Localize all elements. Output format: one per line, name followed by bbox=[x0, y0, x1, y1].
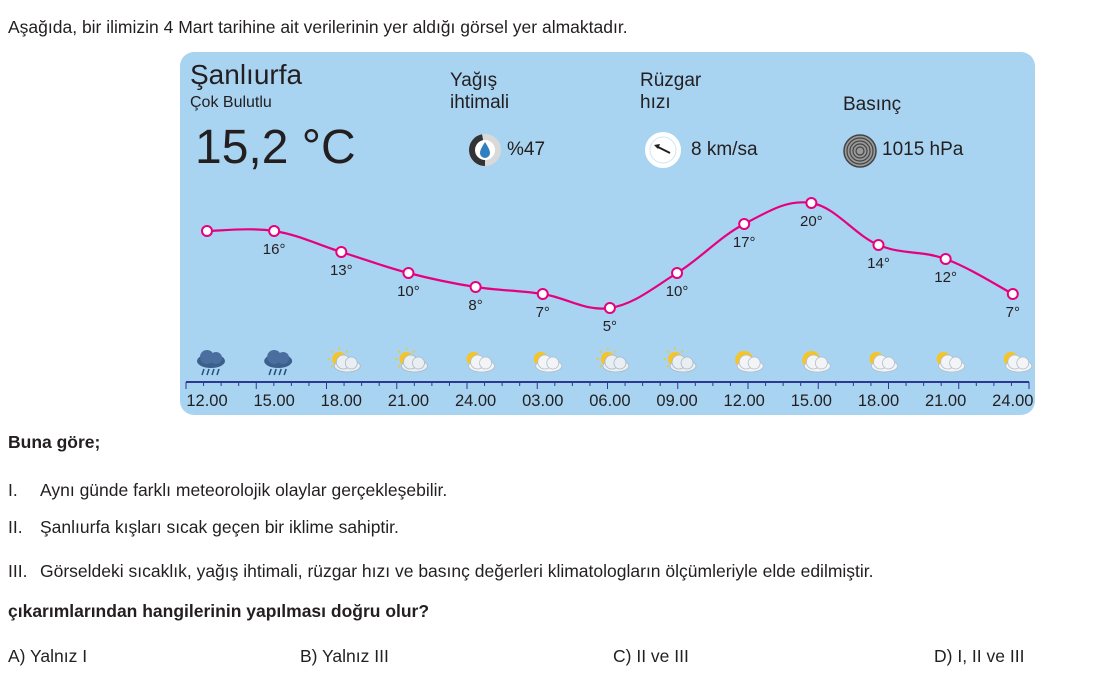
data-point bbox=[939, 253, 952, 265]
x-tick-label: 15.00 bbox=[791, 392, 832, 410]
data-label: 12° bbox=[934, 269, 957, 286]
pressure-label: Basınç bbox=[843, 94, 902, 115]
question-prompt: çıkarımlarından hangilerinin yapılması d… bbox=[8, 601, 430, 621]
data-point bbox=[402, 267, 415, 279]
partly-cloudy-icon bbox=[663, 347, 697, 373]
data-label: 5° bbox=[603, 318, 617, 335]
data-point bbox=[1006, 288, 1019, 300]
data-label: 20° bbox=[800, 213, 823, 230]
partly-cloudy-icon bbox=[596, 347, 630, 373]
data-point bbox=[536, 288, 549, 300]
option-b[interactable]: B) Yalnız III bbox=[300, 646, 389, 666]
data-label: 10° bbox=[666, 283, 689, 300]
question-lead: Buna göre; bbox=[8, 432, 101, 452]
x-tick-label: 18.00 bbox=[858, 392, 899, 410]
x-tick-label: 12.00 bbox=[724, 392, 765, 410]
wind-compass-icon bbox=[645, 132, 681, 168]
option-c[interactable]: C) II ve III bbox=[613, 646, 689, 666]
x-tick-label: 03.00 bbox=[522, 392, 563, 410]
x-tick-label: 24.00 bbox=[992, 392, 1033, 410]
sunny-cloud-icon bbox=[802, 351, 831, 373]
data-point bbox=[805, 197, 818, 209]
data-point bbox=[335, 246, 348, 258]
data-label: 10° bbox=[397, 283, 420, 300]
partly-sunny-icon bbox=[1003, 352, 1033, 373]
statement-3: III. Görseldeki sıcaklık, yağış ihtimali,… bbox=[8, 561, 874, 581]
data-label: 14° bbox=[867, 255, 890, 272]
city-name: Şanlıurfa bbox=[190, 59, 303, 90]
x-tick-label: 18.00 bbox=[321, 392, 362, 410]
data-point bbox=[268, 225, 281, 237]
data-label: 8° bbox=[468, 297, 482, 314]
data-label: 16° bbox=[263, 241, 286, 258]
statement-1: I. Aynı günde farklı meteorolojik olaylar… bbox=[8, 480, 448, 500]
partly-cloudy-icon bbox=[394, 347, 428, 373]
wind-value: 8 km/sa bbox=[691, 139, 758, 160]
partly-sunny-icon bbox=[466, 352, 496, 373]
temperature-line bbox=[206, 201, 1014, 310]
data-label: 13° bbox=[330, 262, 353, 279]
x-tick-label: 12.00 bbox=[186, 392, 227, 410]
weather-card: Şanlıurfa Çok Bulutlu 15,2 °C Yağış ihtim… bbox=[180, 52, 1035, 415]
x-tick-label: 21.00 bbox=[388, 392, 429, 410]
rain-cloud-icon bbox=[197, 350, 225, 376]
precip-label: Yağış ihtimali bbox=[450, 70, 510, 113]
x-tick-label: 06.00 bbox=[589, 392, 630, 410]
x-tick-label: 09.00 bbox=[656, 392, 697, 410]
data-point bbox=[671, 267, 684, 279]
data-label: 7° bbox=[1006, 304, 1020, 321]
wind-label: Rüzgar hızı bbox=[640, 70, 702, 113]
partly-sunny-icon bbox=[869, 352, 898, 373]
option-d[interactable]: D) I, II ve III bbox=[934, 646, 1025, 666]
intro-text: Aşağıda, bir ilimizin 4 Mart tarihine ai… bbox=[8, 17, 628, 37]
weather-condition: Çok Bulutlu bbox=[190, 94, 272, 111]
x-tick-label: 21.00 bbox=[925, 392, 966, 410]
data-point bbox=[603, 302, 616, 314]
pressure-value: 1015 hPa bbox=[882, 139, 964, 160]
data-label: 7° bbox=[536, 304, 550, 321]
current-temperature: 15,2 °C bbox=[195, 121, 356, 174]
data-point bbox=[201, 225, 213, 237]
pressure-icon bbox=[843, 134, 877, 168]
partly-sunny-icon bbox=[533, 352, 563, 373]
option-a[interactable]: A) Yalnız I bbox=[8, 646, 88, 666]
rain-cloud-icon bbox=[264, 350, 293, 376]
statement-2: II. Şanlıurfa kışları sıcak geçen bir ikl… bbox=[8, 517, 399, 537]
x-tick-label: 24.00 bbox=[455, 392, 496, 410]
sunny-cloud-icon bbox=[735, 351, 764, 373]
data-point bbox=[469, 281, 482, 293]
partly-cloudy-icon bbox=[327, 347, 361, 373]
precip-value: %47 bbox=[507, 139, 546, 160]
data-point bbox=[872, 239, 885, 251]
x-tick-label: 15.00 bbox=[254, 392, 295, 410]
temperature-chart: 16° 13° 10° 8° 7° 5° 10° 17° 20° 14° 12° 7° 12.00 15.… bbox=[185, 197, 1033, 410]
data-point bbox=[738, 218, 751, 230]
data-label: 17° bbox=[733, 234, 756, 251]
precip-drop-icon bbox=[469, 134, 501, 166]
partly-sunny-icon bbox=[936, 352, 966, 373]
